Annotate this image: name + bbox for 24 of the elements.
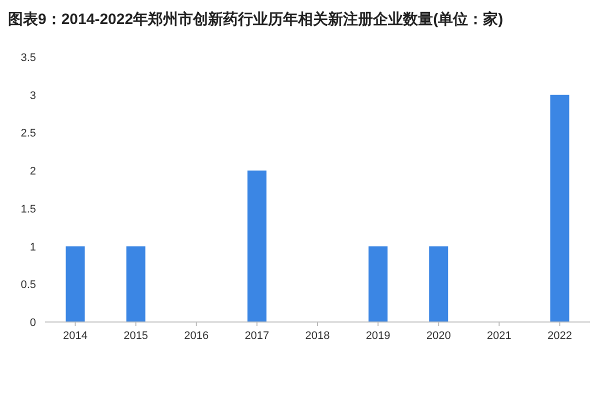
- x-tick-label: 2021: [486, 330, 512, 342]
- y-tick-label: 0.5: [20, 279, 36, 292]
- y-tick-label: 2.5: [20, 128, 36, 140]
- x-tick-label: 2014: [63, 330, 88, 342]
- x-tick-label: 2019: [366, 330, 390, 342]
- x-tick-label: 2016: [184, 330, 209, 342]
- y-tick-label: 0: [30, 317, 36, 329]
- y-tick-label: 1: [30, 241, 36, 254]
- bar: [368, 246, 388, 322]
- x-tick-label: 2020: [426, 330, 451, 342]
- x-tick-label: 2017: [244, 330, 270, 342]
- bar: [429, 246, 448, 322]
- x-tick-label: 2018: [305, 330, 330, 342]
- y-tick-label: 2: [30, 166, 36, 178]
- y-tick-label: 3: [30, 90, 36, 102]
- x-tick-label: 2015: [124, 330, 148, 342]
- y-tick-label: 3.5: [20, 52, 36, 64]
- bar: [550, 94, 570, 322]
- bar: [126, 246, 146, 322]
- bar: [247, 170, 266, 322]
- x-tick-label: 2022: [547, 330, 572, 342]
- y-tick-label: 1.5: [20, 203, 36, 216]
- bar: [66, 246, 85, 322]
- chart-title: 图表9：2014-2022年郑州市创新药行业历年相关新注册企业数量(单位：家): [8, 10, 504, 28]
